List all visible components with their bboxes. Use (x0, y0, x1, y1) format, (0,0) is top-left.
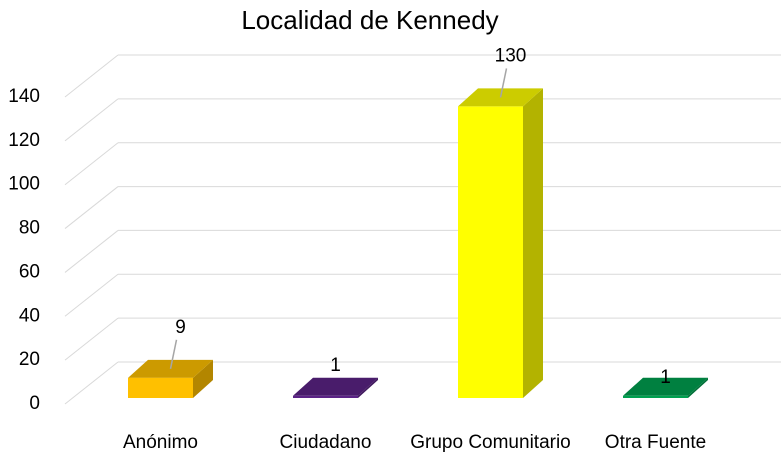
y-tick-label: 80 (19, 218, 40, 239)
y-tick-label: 40 (19, 305, 40, 326)
grid-line (64, 230, 119, 273)
bar-side (193, 359, 213, 398)
bar (458, 106, 523, 398)
leader-line (499, 68, 508, 98)
grid-line (64, 186, 119, 229)
data-label: 9 (175, 317, 186, 338)
y-tick-label: 100 (8, 174, 40, 195)
x-tick-label: Otra Fuente (605, 432, 706, 453)
y-tick-label: 60 (19, 261, 40, 282)
y-tick-label: 0 (29, 393, 40, 414)
chart-title: Localidad de Kennedy (241, 5, 498, 35)
x-tick-label: Anónimo (123, 432, 198, 453)
bar-top (293, 377, 378, 396)
grid-line (64, 98, 119, 142)
data-label: 1 (330, 355, 341, 376)
bar-side (358, 377, 378, 398)
x-tick-label: Grupo Comunitario (410, 432, 571, 453)
grid-line (64, 54, 119, 98)
bar (128, 377, 193, 398)
bar-side (523, 88, 543, 398)
y-tick-label: 20 (19, 349, 40, 370)
bar-top (623, 377, 708, 396)
leader-line (169, 339, 178, 369)
grid-line (64, 273, 119, 317)
data-label: 1 (660, 367, 671, 388)
grid-line (64, 317, 119, 361)
bar (623, 395, 688, 398)
grid-line (64, 142, 119, 186)
grid-line (64, 361, 119, 405)
bar (293, 395, 358, 398)
data-label: 130 (495, 45, 527, 66)
y-tick-label: 140 (8, 86, 40, 107)
bar-side (688, 377, 708, 398)
y-tick-label: 120 (8, 130, 40, 151)
x-tick-label: Ciudadano (280, 432, 372, 453)
